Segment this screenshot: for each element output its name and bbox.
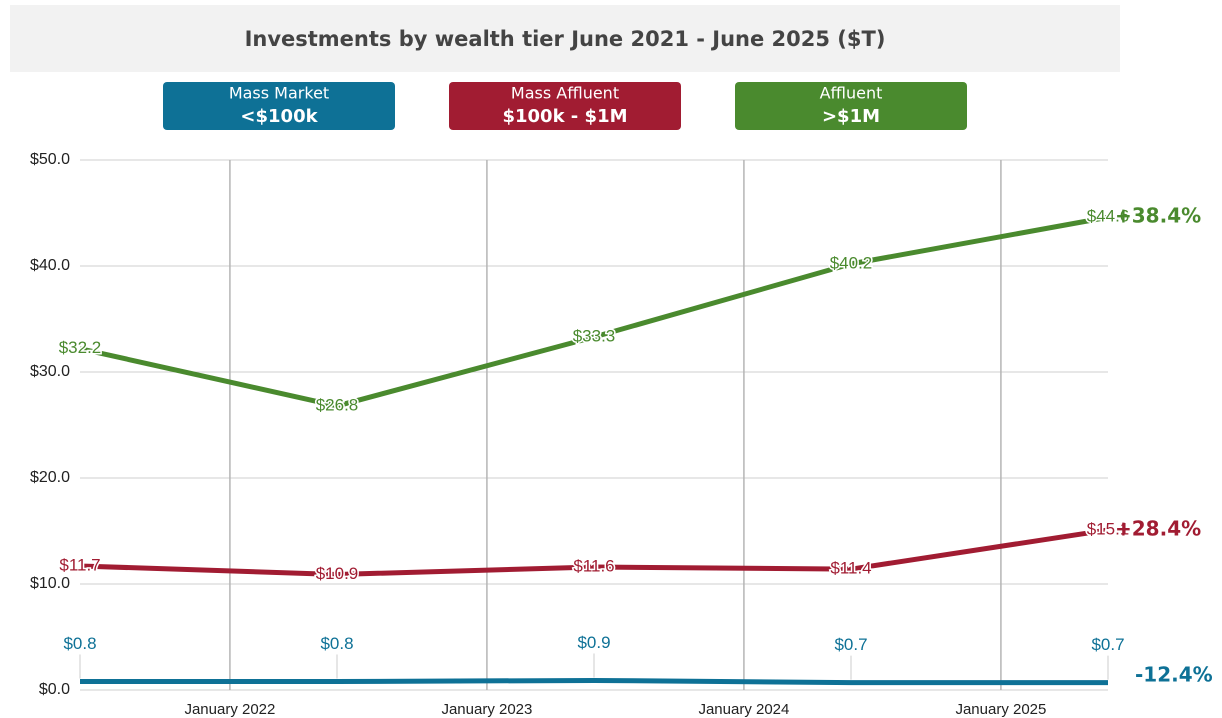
data-label: $26.8 xyxy=(316,395,359,414)
title-bar xyxy=(10,5,1120,72)
y-tick-label: $30.0 xyxy=(30,363,70,380)
change-annotation: +28.4% xyxy=(1115,516,1201,540)
legend-name: Mass Market xyxy=(229,84,329,103)
y-tick-label: $10.0 xyxy=(30,575,70,592)
x-tick-label: January 2025 xyxy=(955,701,1046,718)
change-annotation: -12.4% xyxy=(1135,663,1213,687)
data-label: $0.9 xyxy=(577,633,610,652)
data-label: $11.4 xyxy=(830,559,871,578)
chart-title: Investments by wealth tier June 2021 - J… xyxy=(245,27,886,51)
legend-tier: $100k - $1M xyxy=(502,106,627,127)
series-line xyxy=(79,527,1109,577)
x-tick-label: January 2023 xyxy=(441,701,532,718)
y-tick-label: $20.0 xyxy=(30,469,70,486)
y-tick-label: $50.0 xyxy=(30,151,70,168)
y-tick-label: $0.0 xyxy=(39,681,70,698)
data-label: $10.9 xyxy=(316,564,359,583)
legend-name: Mass Affluent xyxy=(511,84,619,103)
data-label: $0.8 xyxy=(320,634,353,653)
legend-box xyxy=(735,82,967,130)
data-label: $40.2 xyxy=(830,253,873,272)
legend-tier: <$100k xyxy=(240,106,318,127)
data-label: $0.7 xyxy=(834,635,867,654)
legend-tier: >$1M xyxy=(822,106,880,127)
x-tick-label: January 2024 xyxy=(698,701,789,718)
change-annotation: +38.4% xyxy=(1115,204,1201,228)
data-label: $44.6 xyxy=(1087,207,1130,226)
x-tick-label: January 2022 xyxy=(184,701,275,718)
data-label: $33.3 xyxy=(573,327,616,346)
data-label: $0.7 xyxy=(1091,635,1124,654)
series-line xyxy=(80,677,1108,686)
data-label: $11.7 xyxy=(59,555,100,574)
data-label: $0.8 xyxy=(63,634,96,653)
data-label: $15.1 xyxy=(1087,519,1130,538)
y-tick-label: $40.0 xyxy=(30,257,70,274)
data-label: $32.2 xyxy=(59,338,102,357)
legend-box xyxy=(163,82,395,130)
legend-box xyxy=(449,82,681,130)
data-label: $11.6 xyxy=(573,557,614,576)
series-line xyxy=(79,214,1109,409)
legend-name: Affluent xyxy=(820,84,883,103)
